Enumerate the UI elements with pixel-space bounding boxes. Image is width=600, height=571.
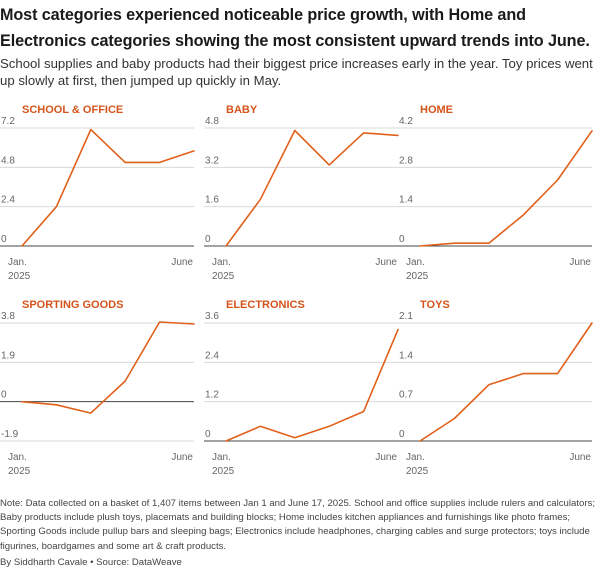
x-start-label: Jan. 2025 [406,452,429,477]
panel-title: SCHOOL & OFFICE [22,104,123,116]
y-tick-label: 0.7 [399,390,413,401]
series-line [225,328,399,442]
y-tick-label: 1.2 [205,390,219,401]
panel-2: HOME 0 1.4 2.8 4.2 Jan. 2025 June [398,104,593,282]
y-tick-label: 0 [399,234,405,245]
series-line [225,129,399,247]
panel-4: ELECTRONICS 0 1.2 2.4 3.6 Jan. 2025 June [204,299,399,477]
x-end-label: June [569,452,591,463]
y-tick-label: 0 [399,429,405,440]
y-tick-label: 4.8 [1,155,15,166]
x-start-label: Jan. 2025 [8,452,31,477]
chart-title: Most categories experienced noticeable p… [0,6,590,50]
y-tick-label: 7.2 [1,116,15,127]
y-tick-label: 0 [1,390,7,401]
y-tick-label: 3.8 [1,311,15,322]
x-end-label: June [375,452,397,463]
y-tick-label: 2.4 [1,195,15,206]
series-line [419,322,593,442]
y-tick-label: 2.4 [205,350,219,361]
chart-subtitle: School supplies and baby products had th… [0,56,593,88]
y-tick-label: 4.2 [399,116,413,127]
panel-title: TOYS [420,299,450,311]
y-tick-label: 2.8 [399,155,413,166]
x-end-label: June [171,257,193,268]
y-tick-label: 0 [1,234,7,245]
x-start-label: Jan. 2025 [8,257,31,282]
x-start-label: Jan. 2025 [212,257,235,282]
y-tick-label: 0 [205,429,211,440]
series-line [419,129,593,247]
panel-0: SCHOOL & OFFICE 0 2.4 4.8 7.2 Jan. 2025 June [0,104,195,282]
y-tick-label: 1.9 [1,350,15,361]
y-tick-label: 0 [205,234,211,245]
y-tick-label: 4.8 [205,116,219,127]
panel-3: SPORTING GOODS -1.9 0 1.9 3.8 Jan. 2025 June [0,299,195,477]
panel-5: TOYS 0 0.7 1.4 2.1 Jan. 2025 June [398,299,593,477]
x-end-label: June [375,257,397,268]
panel-title: BABY [226,104,258,116]
panel-title: ELECTRONICS [226,299,305,311]
x-end-label: June [171,452,193,463]
y-tick-label: 3.2 [205,155,219,166]
byline: By Siddharth Cavale • Source: DataWeave [0,557,182,568]
series-line [21,321,195,414]
y-tick-label: 1.4 [399,195,413,206]
x-start-label: Jan. 2025 [212,452,235,477]
x-start-label: Jan. 2025 [406,257,429,282]
x-end-label: June [569,257,591,268]
y-tick-label: 3.6 [205,311,219,322]
y-tick-label: 1.6 [205,195,219,206]
footnote: Note: Data collected on a basket of 1,40… [0,498,596,552]
series-line [21,128,195,247]
panel-title: HOME [420,104,453,116]
y-tick-label: 1.4 [399,350,413,361]
panel-1: BABY 0 1.6 3.2 4.8 Jan. 2025 June [204,104,399,282]
y-tick-label: 2.1 [399,311,413,322]
y-tick-label: -1.9 [1,429,19,440]
panel-title: SPORTING GOODS [22,299,123,311]
